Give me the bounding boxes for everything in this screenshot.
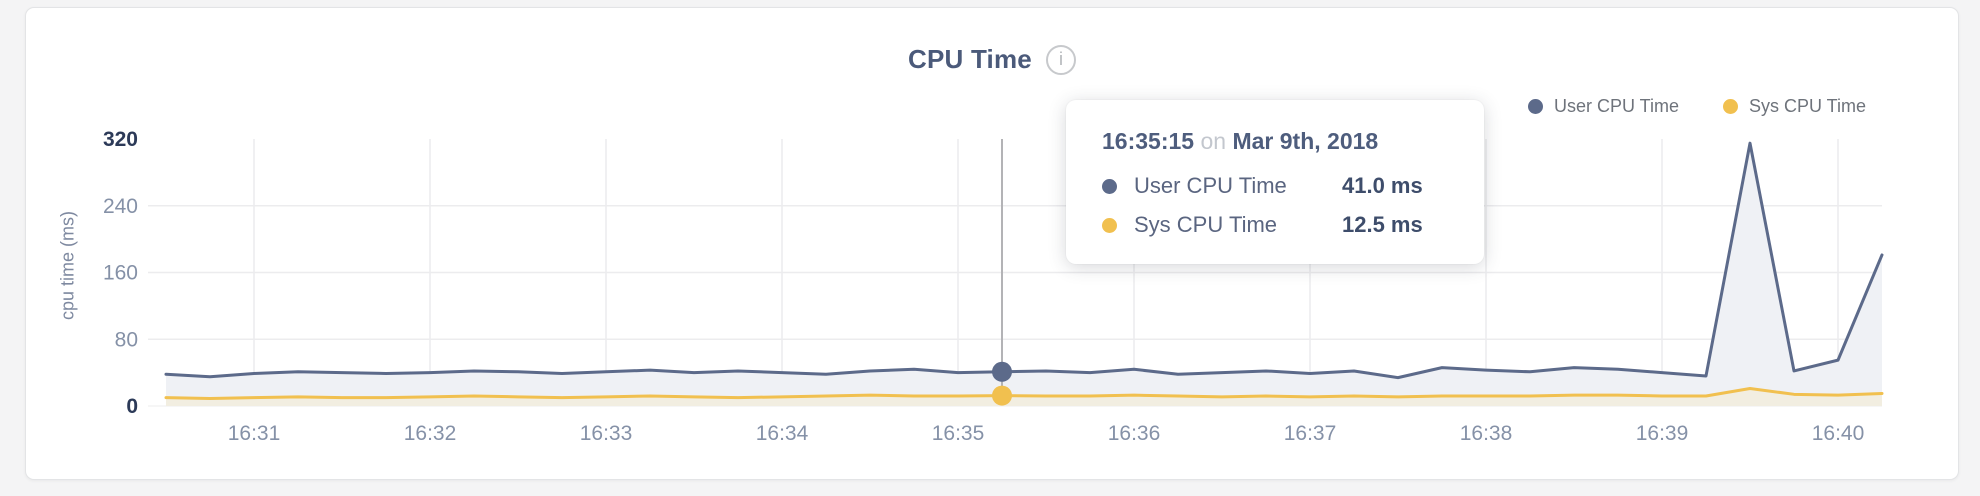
tooltip-rows: User CPU Time 41.0 ms Sys CPU Time 12.5 … [1102,173,1454,238]
page-title: CPU Time [908,44,1032,74]
legend-item-sys-cpu-time[interactable]: Sys CPU Time [1722,96,1866,117]
tooltip-title: 16:35:15 on Mar 9th, 2018 [1102,128,1454,155]
legend-label: Sys CPU Time [1748,96,1866,116]
tooltip-time: 16:35:15 [1102,128,1195,154]
legend: User CPU Time Sys CPU Time [1527,96,1866,117]
sys-series-dot-icon [1722,99,1738,114]
x-tick-label: 16:31 [228,422,281,445]
hover-marker-sys [992,385,1012,406]
user-series-dot-icon [1527,99,1543,114]
sys-series-dot-icon [1102,217,1117,233]
y-tick-label: 240 [103,195,138,218]
tooltip-row-value: 12.5 ms [1342,212,1423,237]
y-tick-label: 320 [103,128,138,151]
user-series-dot-icon [1102,178,1117,194]
tooltip-row-label: Sys CPU Time [1134,212,1278,237]
y-tick-label: 0 [126,395,138,418]
x-tick-label: 16:37 [1284,422,1337,445]
sys-cpu-line [164,386,1884,400]
tooltip-date: Mar 9th, 2018 [1232,128,1379,154]
y-tick-label: 160 [103,262,138,285]
x-tick-label: 16:38 [1460,422,1513,445]
info-icon[interactable]: i [1045,44,1076,75]
x-tick-label: 16:32 [404,422,457,445]
x-tick-label: 16:35 [932,422,985,445]
cpu-time-card: CPU Time i User CPU Time Sys CPU Time cp… [25,7,1959,480]
card-header: CPU Time i [26,44,1958,75]
x-tick-label: 16:40 [1812,422,1865,445]
x-tick-label: 16:36 [1108,422,1161,445]
user-cpu-line [164,141,1884,380]
x-tick-label: 16:34 [756,422,809,445]
legend-item-user-cpu-time[interactable]: User CPU Time [1527,96,1679,117]
cpu-time-chart[interactable]: 0 80 160 240 320 16:31 16:32 16:33 16:34 16:35 16:… [26,8,1958,479]
x-tick-label: 16:39 [1636,422,1689,445]
y-tick-label: 80 [115,328,138,351]
tooltip-connector: on [1200,128,1227,154]
tooltip: 16:35:15 on Mar 9th, 2018 User CPU Time … [1066,100,1484,264]
user-cpu-area [166,143,1882,406]
hover-marker-user [992,361,1012,382]
legend-label: User CPU Time [1553,96,1679,116]
x-tick-label: 16:33 [580,422,633,445]
tooltip-row-label: User CPU Time [1134,173,1287,198]
tooltip-row-value: 41.0 ms [1342,173,1423,198]
